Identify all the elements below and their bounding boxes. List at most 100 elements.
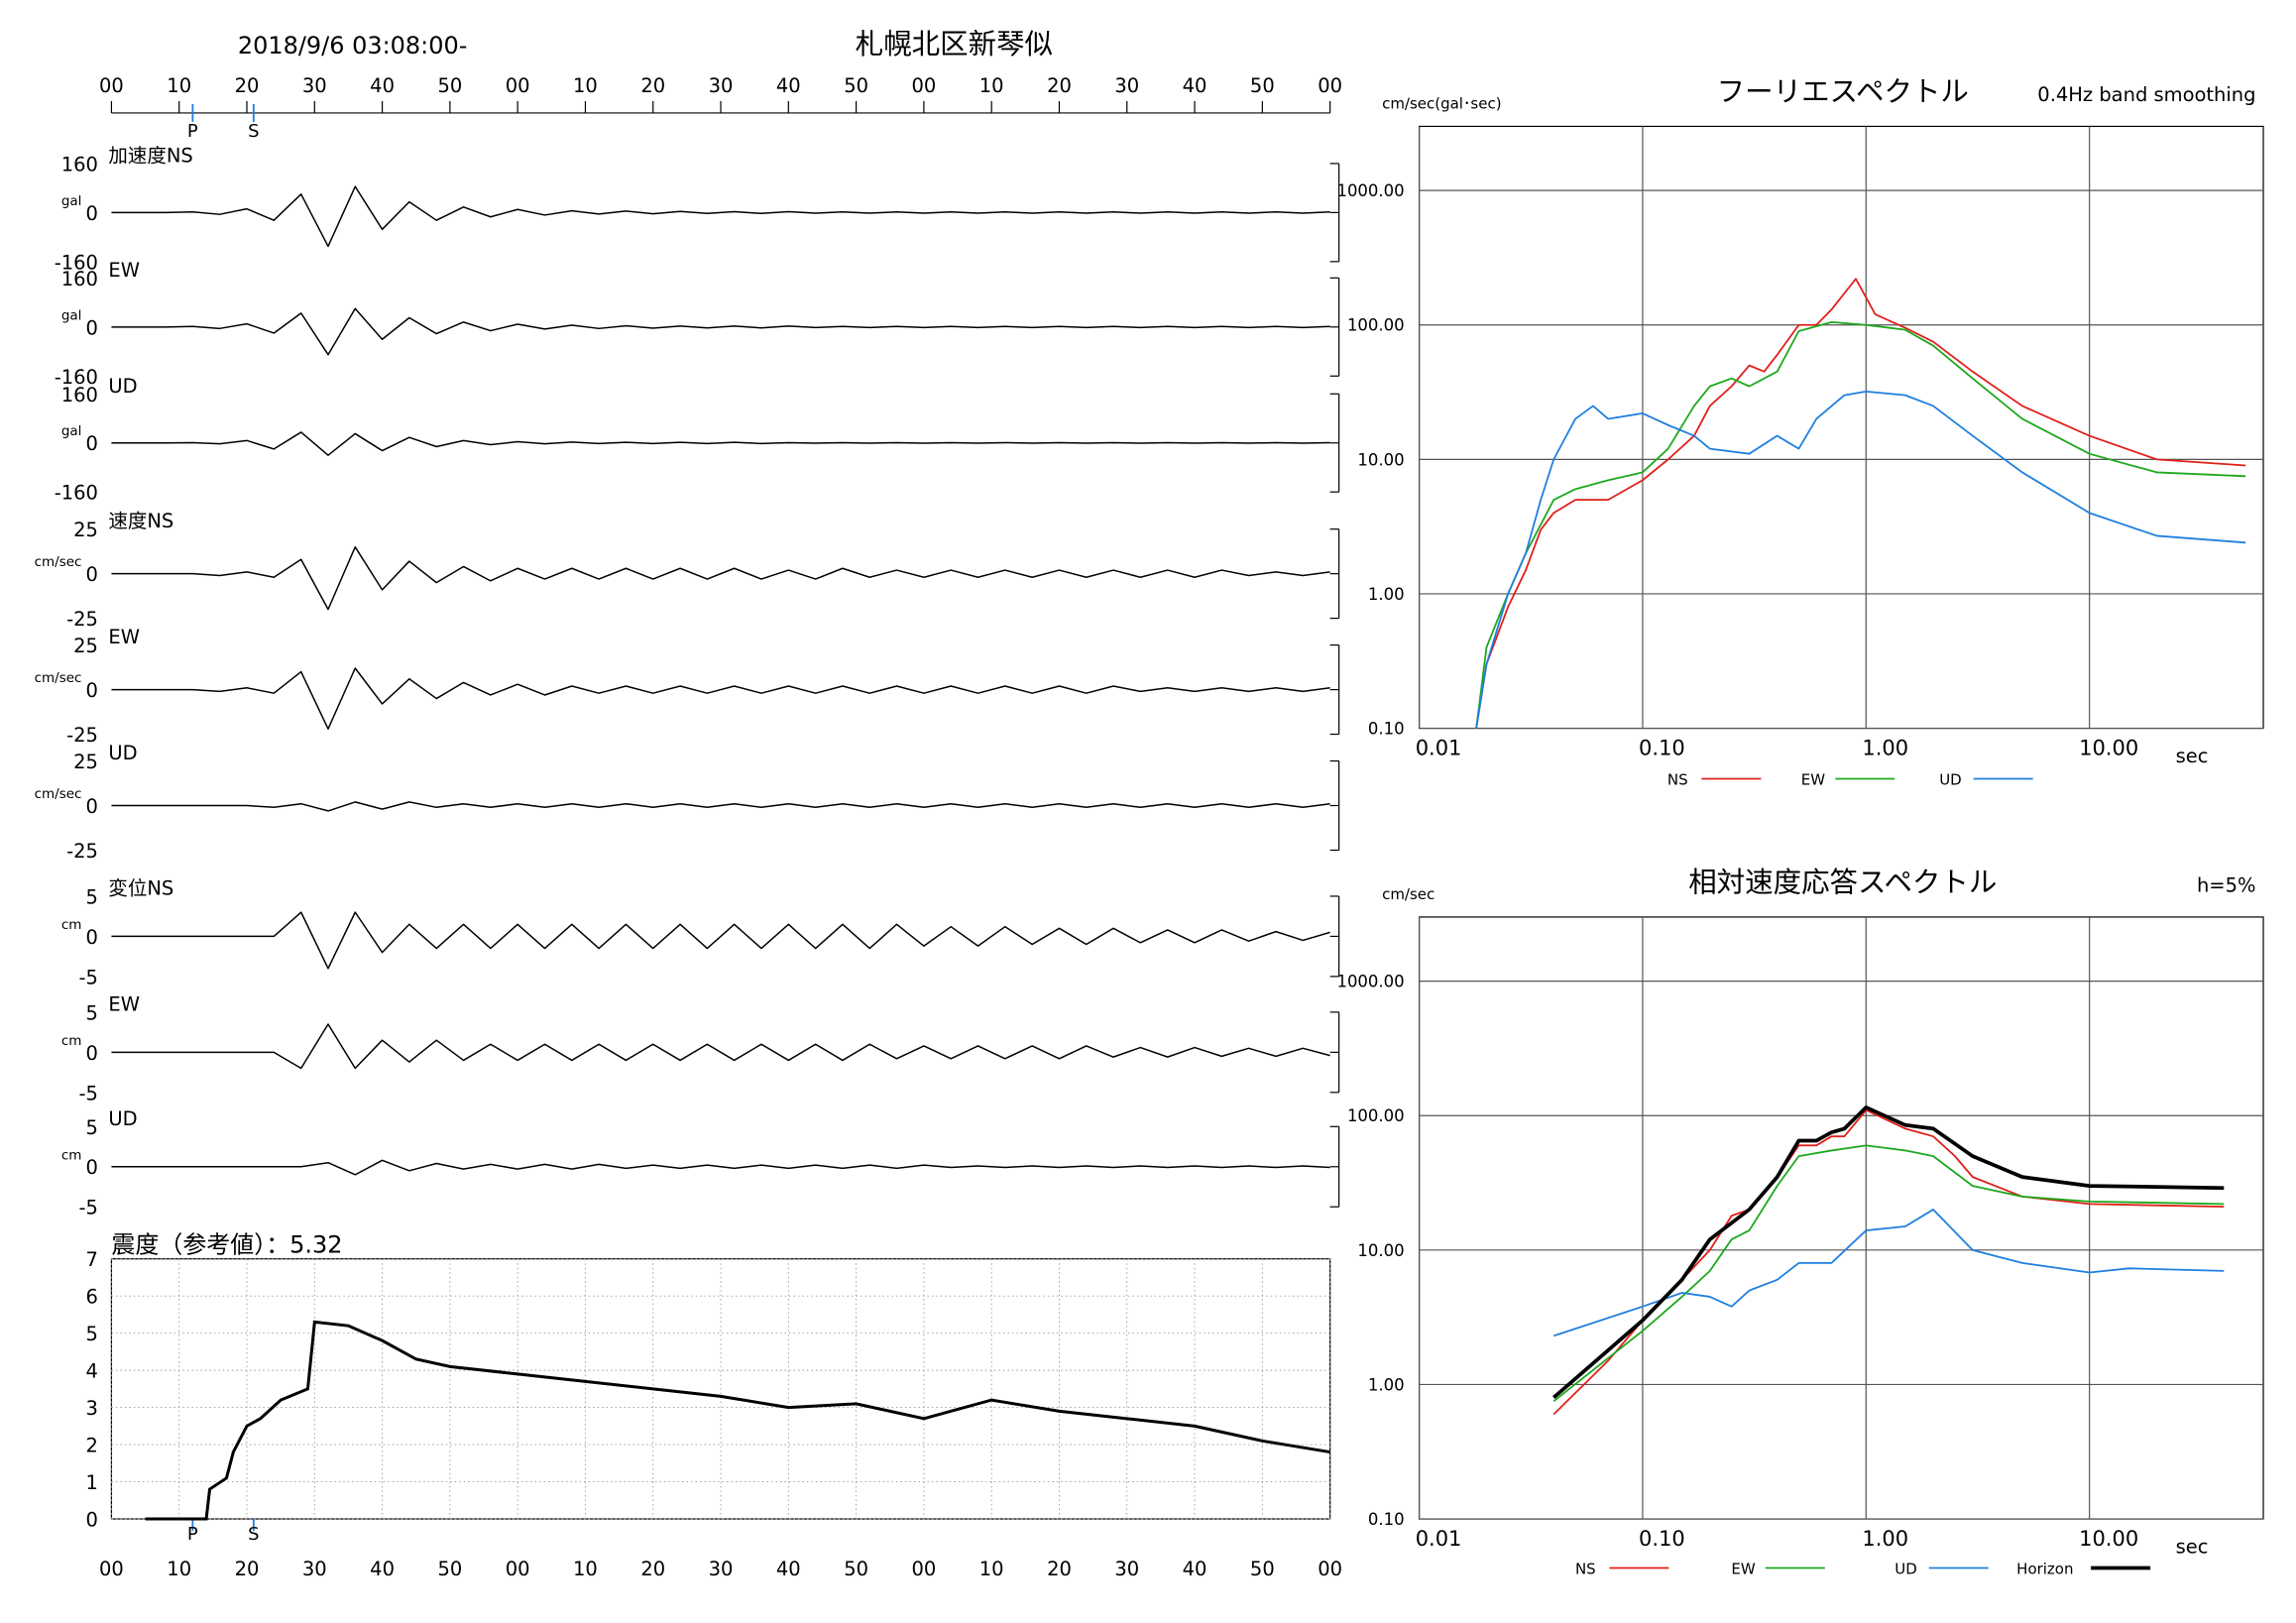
trace-unit: gal [61, 307, 82, 323]
trace-label: EW [108, 259, 140, 282]
x-tick-label: 00 [506, 1558, 530, 1580]
time-tick-label: 50 [844, 74, 868, 97]
y-tick-label: 25 [73, 751, 98, 773]
legend-label: EW [1731, 1561, 1755, 1578]
y-tick-label: 10.00 [1357, 450, 1404, 469]
spectrum-subtitle: 0.4Hz band smoothing [2037, 83, 2255, 106]
trace-label: UD [108, 742, 137, 764]
y-tick-label: 0 [86, 432, 98, 455]
y-tick-label: 160 [61, 268, 98, 290]
x-tick-label: 50 [844, 1558, 868, 1580]
x-tick-label: 0.01 [1416, 1527, 1462, 1551]
y-tick-label: 5 [86, 1001, 98, 1024]
x-tick-label: 1.00 [1862, 1527, 1908, 1551]
trace-unit: gal [61, 423, 82, 439]
spectrum-title: 相対速度応答スペクトル [1688, 866, 1997, 898]
y-tick-label: 1000.00 [1336, 181, 1404, 200]
x-tick-label: 30 [709, 1558, 734, 1580]
y-tick-label: 100.00 [1347, 316, 1405, 335]
time-tick-label: 40 [1183, 74, 1207, 97]
y-tick-label: 0 [86, 1509, 98, 1532]
y-tick-label: 0.10 [1368, 1510, 1405, 1529]
y-tick-label: 5 [86, 885, 98, 908]
x-tick-label: 30 [1114, 1558, 1139, 1580]
y-tick-label: -25 [66, 840, 98, 863]
legend-label: EW [1801, 771, 1825, 789]
y-tick-label: -160 [55, 251, 98, 274]
trace-unit: cm [61, 917, 82, 933]
x-tick-label: 20 [1047, 1558, 1072, 1580]
time-tick-label: 00 [99, 74, 124, 97]
y-tick-label: 100.00 [1347, 1106, 1405, 1125]
time-tick-label: 30 [302, 74, 327, 97]
time-tick-label: 20 [640, 74, 665, 97]
waveform [111, 545, 1330, 611]
x-tick-label: 10 [979, 1558, 1004, 1580]
trace-label: EW [108, 626, 140, 648]
y-tick-label: 0.10 [1368, 720, 1405, 739]
legend-label: UD [1894, 1561, 1917, 1578]
time-tick-label: 20 [1047, 74, 1072, 97]
spectrum-title: フーリエスペクトル [1717, 75, 1969, 108]
intensity-title: 震度（参考値）：5.32 [111, 1231, 342, 1259]
phase-label: S [248, 1524, 259, 1545]
trace-label: 速度NS [108, 510, 173, 532]
x-tick-label: 0.10 [1639, 737, 1685, 760]
spectrum-subtitle: h=5% [2197, 873, 2256, 896]
y-tick-label: -25 [66, 724, 98, 747]
y-tick-label: 10.00 [1357, 1241, 1404, 1260]
time-tick-label: 00 [912, 74, 937, 97]
y-tick-label: 0 [86, 1156, 98, 1179]
spectrum-line [1475, 278, 2246, 729]
legend-label: NS [1667, 771, 1688, 789]
time-tick-label: 10 [979, 74, 1004, 97]
y-tick-label: 0 [86, 795, 98, 818]
waveform [111, 431, 1330, 456]
legend-label: Horizon [2016, 1561, 2073, 1578]
y-tick-label: -5 [79, 1082, 98, 1104]
spectrum-line [1552, 1209, 2225, 1337]
time-tick-label: 50 [1250, 74, 1275, 97]
time-tick-label: 40 [370, 74, 395, 97]
y-tick-label: 1.00 [1368, 1375, 1405, 1394]
trace-unit: cm [61, 1147, 82, 1163]
trace-unit: cm/sec [35, 554, 82, 570]
y-tick-label: 0 [86, 679, 98, 702]
legend-label: UD [1939, 771, 1962, 789]
time-tick-label: 30 [709, 74, 734, 97]
spectrum-line [1475, 320, 2246, 729]
plot-frame [1418, 125, 2264, 730]
y-tick-label: -160 [55, 482, 98, 505]
trace-label: UD [108, 375, 137, 398]
y-tick-label: 0 [86, 1042, 98, 1065]
y-tick-label: 3 [86, 1397, 98, 1420]
y-tick-label: 0 [86, 316, 98, 339]
trace-label: UD [108, 1107, 137, 1130]
trace-label: 加速度NS [108, 144, 192, 167]
trace-label: 変位NS [108, 876, 173, 899]
time-tick-label: 40 [776, 74, 801, 97]
time-tick-label: 00 [506, 74, 530, 97]
record-time: 2018/9/6 03:08:00- [238, 32, 468, 59]
x-tick-label: 30 [302, 1558, 327, 1580]
spectrum-line [1475, 390, 2246, 729]
waveform [111, 801, 1330, 812]
y-tick-label: 0 [86, 926, 98, 949]
y-tick-label: -5 [79, 966, 98, 988]
time-tick-label: 10 [573, 74, 598, 97]
y-tick-label: 25 [73, 519, 98, 541]
x-tick-label: 10 [573, 1558, 598, 1580]
intensity-line [145, 1320, 1330, 1521]
phase-label: P [187, 1524, 198, 1545]
time-tick-label: 20 [235, 74, 260, 97]
trace-unit: cm/sec [35, 786, 82, 802]
x-tick-label: 1.00 [1862, 737, 1908, 760]
y-tick-label: 1 [86, 1471, 98, 1494]
phase-label: S [248, 121, 259, 142]
trace-unit: cm [61, 1033, 82, 1049]
y-tick-label: 6 [86, 1286, 98, 1309]
x-tick-label: 00 [99, 1558, 124, 1580]
legend-label: NS [1575, 1561, 1596, 1578]
x-tick-label: 00 [1318, 1558, 1342, 1580]
